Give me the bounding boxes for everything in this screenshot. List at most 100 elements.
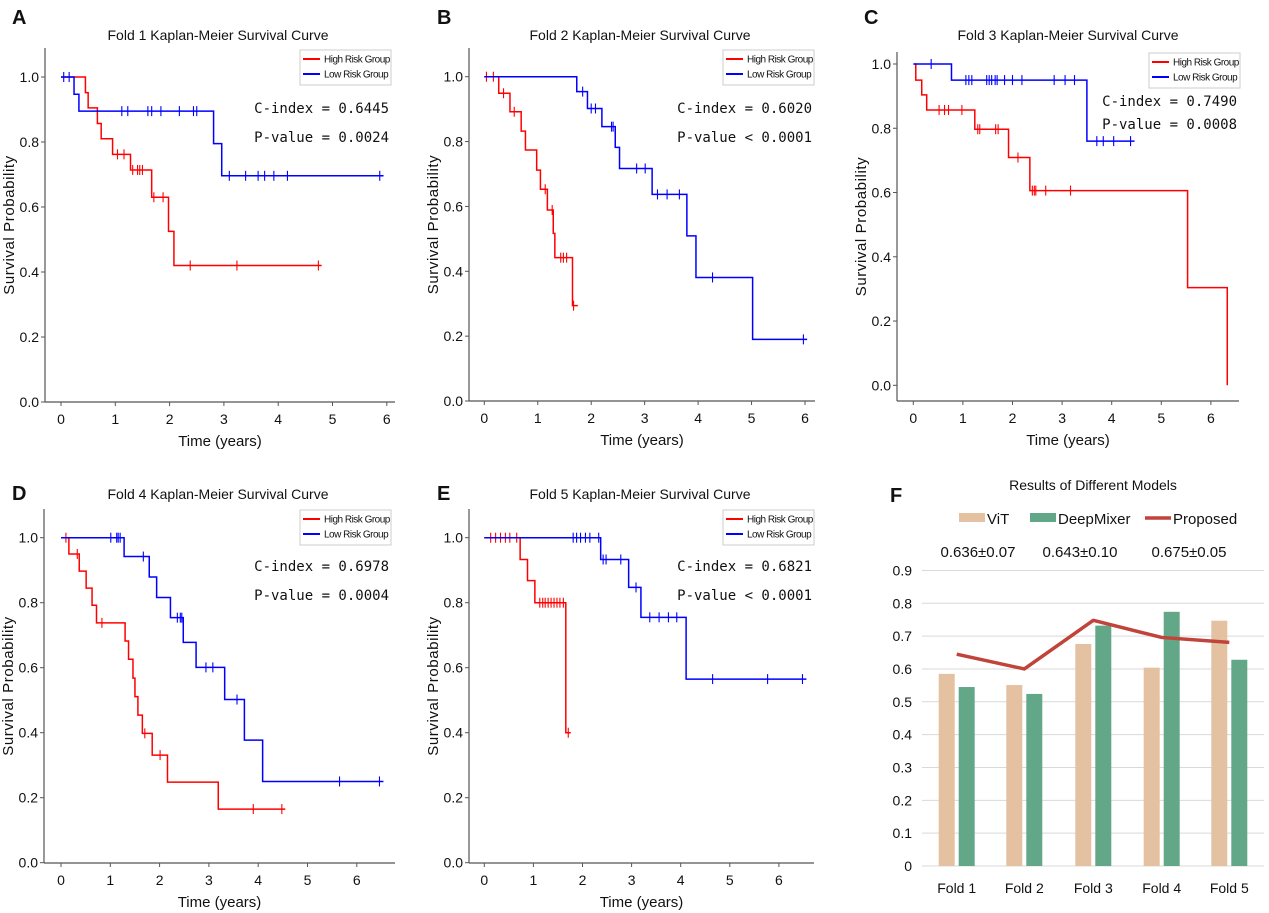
low-risk-curve [913,63,1135,142]
x-tick-label: 6 [1207,410,1215,426]
y-tick-label: 0.0 [872,377,892,393]
legend-box [299,509,392,546]
x-tick-label: 1 [534,410,542,426]
legend: High Risk Group Low Risk Group [722,509,815,546]
c-index-annotation: C-index = 0.6445 [254,101,389,117]
legend-box [722,509,815,546]
y-tick-label: 0.6 [893,661,913,677]
low-risk-curve [484,536,807,680]
y-tick-label: 0.6 [20,199,40,215]
km-panel-5: E Fold 5 Kaplan-Meier Survival Curve 0.0 0.… [425,483,815,911]
chart-title: Fold 4 Kaplan-Meier Survival Curve [108,486,329,502]
y-tick-label: 0.1 [893,825,913,841]
y-tick-label: 0.8 [444,134,464,150]
vit-bar [1006,685,1023,866]
panel-label: E [437,483,450,505]
panel-label: F [890,485,902,507]
legend-label: Low Risk Group [1173,73,1238,84]
y-tick-label: 1.0 [872,56,892,72]
x-tick-label: 0 [480,872,488,888]
legend: High Risk Group Low Risk Group [1148,52,1241,89]
panel-label: B [437,7,451,29]
c-index-annotation: C-index = 0.6978 [254,559,389,575]
x-tick-label: 5 [748,410,756,426]
y-tick-label: 0.0 [20,394,40,410]
x-tick-label: 3 [1058,410,1066,426]
high-risk-curve [484,75,578,307]
x-tick-label: 0 [57,872,65,888]
chart-title: Fold 5 Kaplan-Meier Survival Curve [530,486,751,502]
legend-label: Proposed [1173,511,1237,528]
y-tick-label: 0.4 [872,249,892,265]
y-axis-label: Survival Probability [425,616,442,756]
deepmixer-bar [1163,611,1180,866]
legend-swatch [1030,513,1056,522]
p-value-annotation: P-value = 0.0008 [1102,117,1237,133]
c-index-annotation: C-index = 0.6821 [677,559,812,575]
y-tick-label: 0.8 [20,134,40,150]
y-tick-label: 0.2 [19,790,39,806]
x-tick-label: 4 [274,411,282,427]
legend: High Risk Group Low Risk Group [299,49,392,86]
x-axis-label: Time (years) [600,432,684,449]
y-tick-label: 0.4 [444,725,464,741]
x-tick-label: 2 [587,410,595,426]
legend: High Risk Group Low Risk Group [722,49,815,86]
p-value-annotation: P-value = 0.0024 [254,130,389,146]
km-panel-3: C Fold 3 Kaplan-Meier Survival Curve 0.0 0.… [853,7,1241,449]
x-tick-label: 5 [726,872,734,888]
legend-swatch [959,513,985,522]
km-panel-1: A Fold 1 Kaplan-Meier Survival Curve 0.0 0.… [1,7,395,450]
y-axis-label: Survival Probability [853,157,870,297]
c-index-annotation: C-index = 0.6020 [677,101,812,117]
high-risk-curve [61,76,322,267]
y-tick-label: 1.0 [20,69,40,85]
y-tick-label: 0.0 [19,855,39,871]
x-tick-label: 0 [480,410,488,426]
summary-score: 0.675±0.05 [1152,544,1227,561]
y-tick-label: 0.7 [893,628,913,644]
chart-title: Fold 1 Kaplan-Meier Survival Curve [108,27,329,43]
model-comparison-panel: F Results of Different Models 0 0.1 0.2 0.3 0.… [890,477,1264,896]
vit-bar [938,673,955,866]
x-tick-label: 4 [694,410,702,426]
y-tick-label: 0.6 [444,198,464,214]
legend-label: ViT [987,511,1009,528]
x-tick-label: 4 [1108,410,1116,426]
legend-label: Low Risk Group [747,530,812,541]
y-tick-label: 0.0 [444,393,464,409]
high-risk-curve [914,63,1229,386]
vit-bar [1143,667,1160,866]
y-tick-label: 0.2 [444,328,464,344]
y-tick-label: 0.8 [872,120,892,136]
deepmixer-bar [1231,659,1248,866]
x-tick-label: 1 [111,411,119,427]
x-tick-label: 3 [220,411,228,427]
x-tick-label: 3 [641,410,649,426]
vit-bar [1075,644,1092,866]
y-tick-label: 0.5 [893,694,913,710]
x-tick-label: Fold 3 [1074,880,1113,896]
legend-box [722,49,815,86]
x-tick-label: Fold 2 [1005,880,1044,896]
x-tick-label: 5 [304,872,312,888]
summary-score: 0.643±0.10 [1043,544,1118,561]
x-tick-label: 0 [57,411,65,427]
legend: High Risk Group Low Risk Group [299,509,392,546]
y-tick-label: 1.0 [444,530,464,546]
legend: ViT DeepMixer Proposed [959,511,1237,528]
y-tick-label: 0.3 [893,759,913,775]
km-panel-2: B Fold 2 Kaplan-Meier Survival Curve 0.0 0.… [425,7,815,449]
y-tick-label: 0.8 [444,595,464,611]
deepmixer-bar [1026,693,1043,866]
legend-label: High Risk Group [747,55,814,66]
legend-box [299,49,392,86]
y-tick-label: 0.4 [20,264,40,280]
panel-label: D [12,483,26,505]
y-axis-label: Survival Probability [1,155,18,295]
y-tick-label: 0 [904,858,912,874]
legend-label: High Risk Group [324,515,391,526]
x-tick-label: 1 [959,410,967,426]
y-tick-label: 0.2 [893,792,913,808]
panel-label: C [864,7,878,29]
